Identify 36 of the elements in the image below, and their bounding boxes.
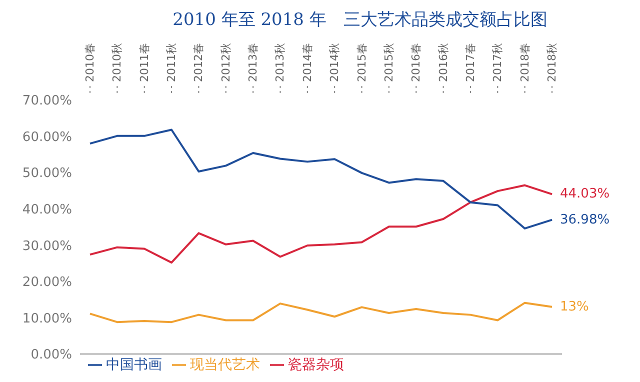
x-tick-label: 2012春 (192, 43, 206, 82)
chart-title: 2010 年至 2018 年 三大艺术品类成交额占比图 (172, 9, 548, 32)
line-series (89, 302, 553, 324)
line-series (89, 128, 553, 230)
x-tick-label: 2012秋 (219, 43, 232, 82)
data-label: 36.98% (560, 212, 610, 228)
x-tick-label: 2018春 (518, 43, 532, 82)
x-tick-label: 2016秋 (436, 43, 450, 82)
y-tick-label: 0.00% (30, 348, 72, 363)
x-tick-label: 2018秋 (546, 43, 558, 82)
data-label: 44.03% (560, 186, 610, 202)
line-series (89, 184, 553, 264)
legend-label: 现当代艺术 (190, 357, 260, 373)
x-tick-label: 2014春 (300, 43, 314, 82)
y-tick-label: 20.00% (22, 275, 72, 290)
y-tick-label: 50.00% (22, 166, 72, 182)
y-tick-label: 40.00% (22, 202, 72, 218)
x-tick-label: 2017秋 (491, 43, 504, 82)
x-tick-label: 2014秋 (328, 43, 342, 82)
y-tick-label: 70.00% (22, 94, 72, 109)
x-tick-label: 2016春 (410, 43, 423, 82)
data-label: 13% (560, 299, 589, 314)
x-tick-label: 2011春 (138, 43, 151, 82)
legend-label: 中国书画 (106, 357, 162, 373)
x-tick-label: 2011秋 (165, 43, 178, 82)
x-tick-label: 2017春 (464, 43, 477, 82)
x-tick-label: 2013秋 (274, 43, 287, 82)
y-tick-label: 30.00% (22, 238, 72, 254)
x-tick-label: 2010春 (84, 43, 96, 82)
y-tick-label: 60.00% (22, 130, 72, 145)
y-tick-label: 10.00% (22, 311, 72, 326)
x-tick-label: 2010秋 (110, 43, 124, 82)
legend-label: 瓷器杂项 (288, 357, 344, 373)
x-tick-label: 2015春 (355, 43, 368, 82)
x-tick-label: 2013春 (246, 43, 260, 82)
x-tick-label: 2015秋 (382, 43, 396, 82)
